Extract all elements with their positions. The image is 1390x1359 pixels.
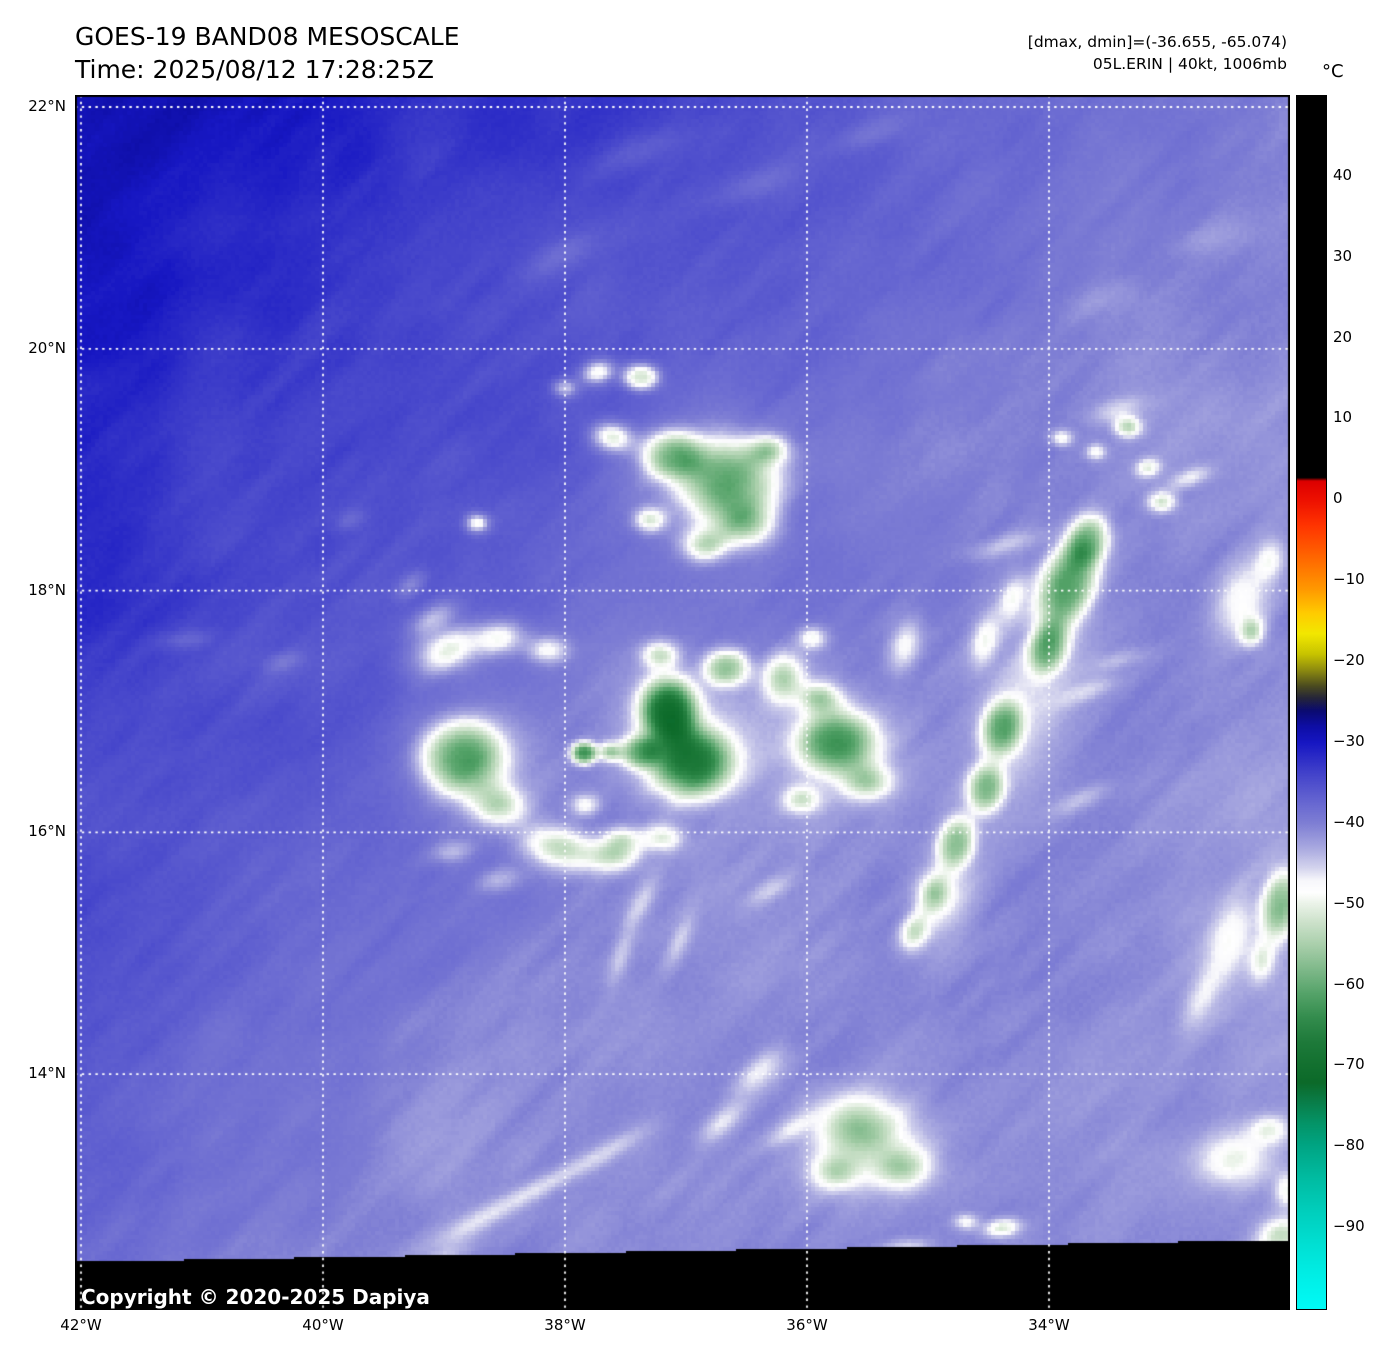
lon-tick-label: 40°W bbox=[302, 1316, 344, 1334]
colorbar bbox=[1296, 95, 1327, 1310]
colorbar-canvas bbox=[1297, 96, 1326, 1309]
colorbar-tick-label: 20 bbox=[1333, 327, 1353, 346]
page-title: GOES-19 BAND08 MESOSCALE bbox=[75, 22, 460, 51]
colorbar-tick-label: −40 bbox=[1333, 812, 1365, 831]
colorbar-tick-label: 30 bbox=[1333, 246, 1353, 265]
lat-tick-label: 16°N bbox=[28, 822, 66, 841]
colorbar-tick-label: −90 bbox=[1333, 1217, 1365, 1236]
timestamp-label: Time: 2025/08/12 17:28:25Z bbox=[75, 55, 434, 84]
satellite-map-canvas bbox=[75, 95, 1290, 1310]
colorbar-tick-label: −30 bbox=[1333, 731, 1365, 750]
colorbar-tick-label: −70 bbox=[1333, 1055, 1365, 1074]
colorbar-tick-label: −50 bbox=[1333, 893, 1365, 912]
colorbar-unit-label: °C bbox=[1322, 61, 1344, 82]
lat-tick-label: 22°N bbox=[28, 97, 66, 115]
colorbar-tick-label: −80 bbox=[1333, 1136, 1365, 1155]
lon-tick-label: 36°W bbox=[786, 1316, 828, 1334]
colorbar-tick-label: −20 bbox=[1333, 651, 1365, 670]
storm-annotation: 05L.ERIN | 40kt, 1006mb bbox=[1092, 55, 1287, 73]
copyright-label: Copyright © 2020-2025 Dapiya bbox=[81, 1285, 430, 1309]
colorbar-tick-label: 40 bbox=[1333, 165, 1353, 184]
colorbar-tick-label: −60 bbox=[1333, 974, 1365, 993]
lon-tick-label: 42°W bbox=[60, 1316, 102, 1334]
lat-tick-label: 20°N bbox=[28, 338, 66, 357]
lat-tick-label: 18°N bbox=[28, 580, 66, 599]
colorbar-tick-label: −10 bbox=[1333, 570, 1365, 589]
dmax-dmin-annotation: [dmax, dmin]=(-36.655, -65.074) bbox=[1027, 33, 1287, 51]
satellite-map-area: Copyright © 2020-2025 Dapiya bbox=[75, 95, 1290, 1310]
lon-tick-label: 38°W bbox=[544, 1316, 586, 1334]
lat-tick-label: 14°N bbox=[28, 1064, 66, 1083]
colorbar-tick-label: 10 bbox=[1333, 408, 1353, 427]
colorbar-tick-label: 0 bbox=[1333, 489, 1343, 508]
lon-tick-label: 34°W bbox=[1028, 1316, 1070, 1334]
